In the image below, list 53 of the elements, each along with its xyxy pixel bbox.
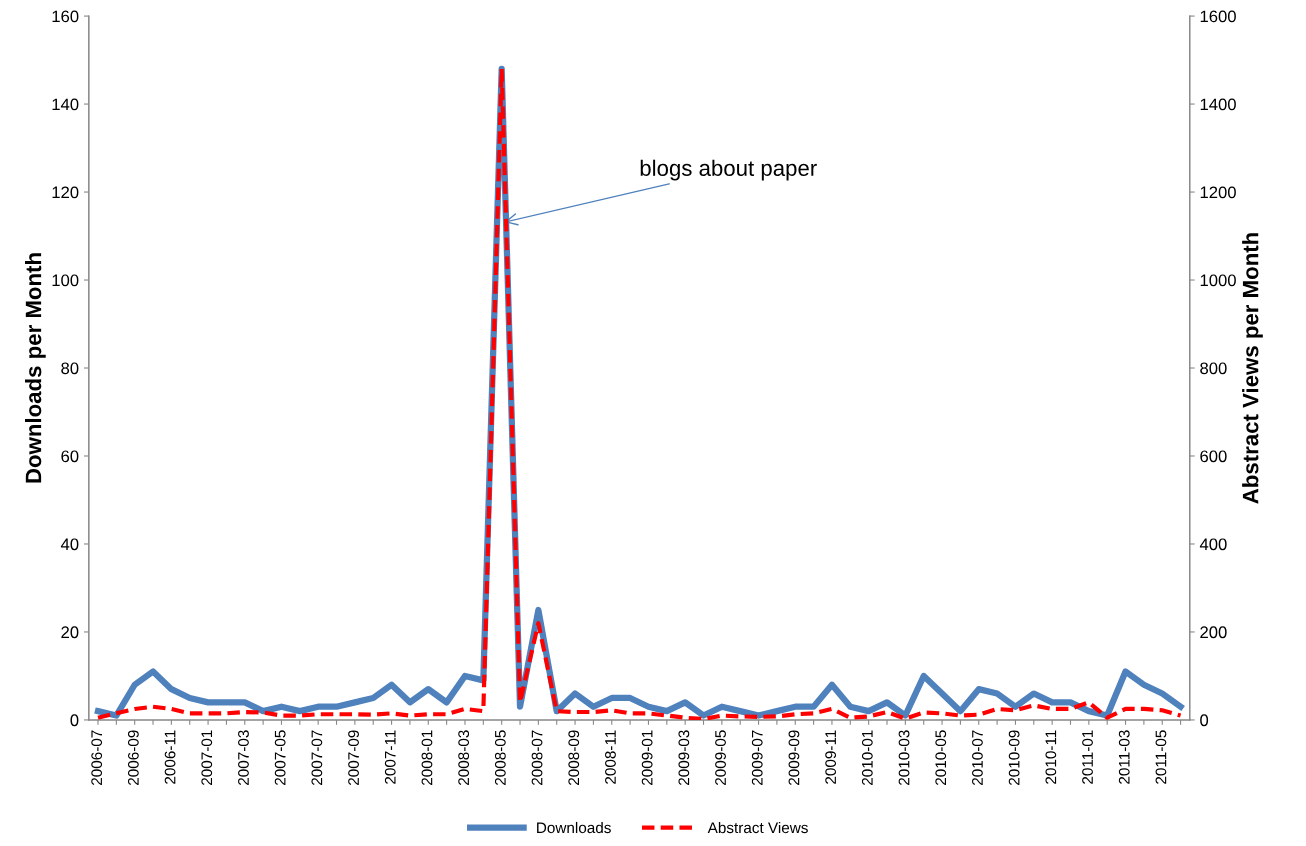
x-tick-label: 2009-03 xyxy=(678,730,690,785)
x-tick-label: 2008-01 xyxy=(421,730,433,785)
x-tick-label: 2010-11 xyxy=(1045,730,1057,784)
y2-tick-label: 600 xyxy=(1200,450,1227,463)
x-tick-label: 2010-03 xyxy=(898,730,910,785)
y-tick-label: 140 xyxy=(52,98,79,111)
y2-tick-label: 0 xyxy=(1200,714,1209,727)
annotation: blogs about paper xyxy=(640,159,817,181)
x-tick-label: 2008-05 xyxy=(494,730,506,785)
y2-axis-title: Abstract Views per Month xyxy=(1242,233,1263,504)
x-tick-label: 2011-03 xyxy=(1118,730,1130,784)
x-tick-label: 2007-01 xyxy=(201,730,213,785)
x-tick-label: 2007-05 xyxy=(274,730,286,785)
y-tick-label: 80 xyxy=(61,362,79,375)
y-tick-label: 40 xyxy=(60,538,79,551)
x-tick-label: 2008-03 xyxy=(458,730,470,785)
y2-tick-label: 1000 xyxy=(1200,274,1236,287)
y-tick-label: 60 xyxy=(61,450,79,463)
y2-tick-label: 800 xyxy=(1200,362,1227,375)
x-tick-label: 2011-05 xyxy=(1155,730,1167,784)
x-tick-label: 2007-11 xyxy=(384,730,396,784)
x-tick-label: 2009-09 xyxy=(788,730,800,785)
y2-tick-label: 1400 xyxy=(1200,98,1236,111)
legend-label: Downloads xyxy=(537,821,611,834)
x-tick-label: 2009-01 xyxy=(641,730,653,785)
y-tick-label: 100 xyxy=(52,274,79,287)
x-tick-label: 2008-09 xyxy=(568,730,580,785)
y-axis-title: Downloads per Month xyxy=(25,253,46,483)
x-tick-label: 2009-05 xyxy=(715,730,726,785)
x-tick-label: 2010-09 xyxy=(1008,730,1020,785)
x-tick-label: 2009-07 xyxy=(751,730,763,785)
legend-label: Abstract Views xyxy=(707,821,808,834)
x-tick-label: 2007-09 xyxy=(348,730,359,785)
x-tick-label: 2006-11 xyxy=(164,730,176,784)
y2-tick-label: 1200 xyxy=(1200,186,1236,199)
x-tick-label: 2006-07 xyxy=(91,730,103,785)
x-tick-label: 2011-01 xyxy=(1082,730,1093,784)
x-tick-label: 2010-07 xyxy=(972,730,983,785)
y-tick-label: 20 xyxy=(61,626,79,639)
x-tick-label: 2006-09 xyxy=(127,730,139,785)
x-tick-label: 2009-11 xyxy=(825,730,837,784)
y-tick-label: 120 xyxy=(52,186,79,199)
y-tick-label: 0 xyxy=(70,714,79,727)
x-tick-label: 2010-05 xyxy=(935,730,947,785)
y2-tick-label: 1600 xyxy=(1200,10,1236,23)
x-tick-label: 2008-07 xyxy=(531,730,543,785)
x-tick-label: 2008-11 xyxy=(605,730,616,784)
y2-tick-label: 400 xyxy=(1199,538,1227,551)
y2-tick-label: 200 xyxy=(1200,626,1227,639)
x-tick-label: 2010-01 xyxy=(861,730,873,785)
y-tick-label: 160 xyxy=(52,10,79,23)
x-tick-label: 2007-07 xyxy=(311,730,323,785)
x-tick-label: 2007-03 xyxy=(238,730,249,785)
